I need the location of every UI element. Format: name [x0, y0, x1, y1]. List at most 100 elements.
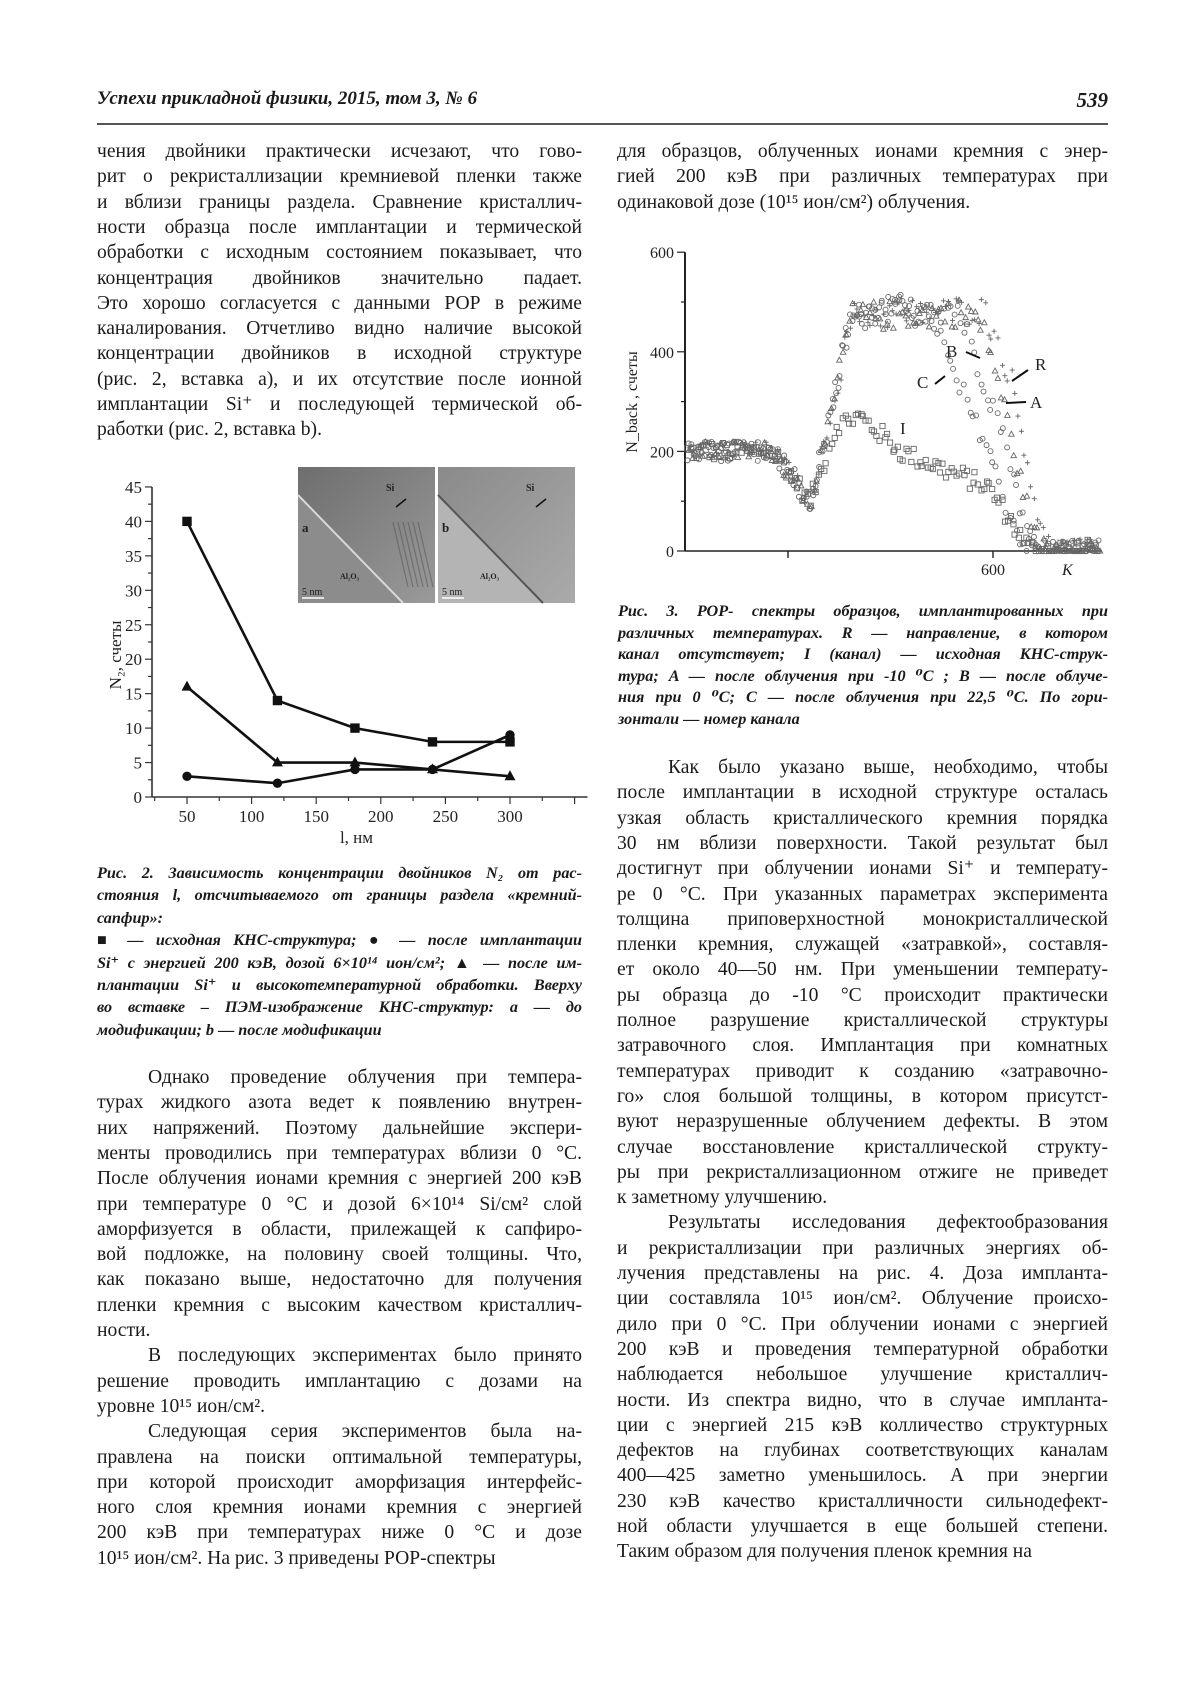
marker-triangle — [771, 457, 779, 464]
marker-plus — [697, 451, 703, 457]
marker-circle — [872, 320, 879, 327]
marker-square — [182, 516, 192, 527]
marker-circle — [897, 291, 904, 298]
marker-plus — [1082, 548, 1088, 554]
marker-triangle — [824, 417, 832, 425]
marker-plus — [903, 318, 909, 324]
marker-plus — [885, 325, 891, 331]
marker-circle — [1013, 527, 1020, 534]
marker-triangle — [808, 502, 816, 510]
marker-plus — [1067, 548, 1073, 554]
marker-square — [899, 457, 906, 464]
marker-circle — [902, 302, 909, 309]
marker-triangle — [1063, 547, 1071, 554]
marker-circle — [937, 327, 944, 334]
marker-triangle — [879, 325, 887, 332]
text-line: тура; A — после облучения при -10 ⁰C ; B… — [618, 666, 1108, 685]
marker-circle — [947, 357, 954, 364]
text-line: гией 200 кэВ при различных температурах … — [617, 166, 1108, 188]
marker-triangle — [994, 374, 1002, 381]
marker-triangle — [964, 303, 972, 310]
marker-triangle — [915, 309, 923, 316]
series-label-I: I — [900, 419, 906, 438]
marker-plus — [1073, 541, 1079, 547]
text-line: ет около 40—50 нм. При уменьшении темпер… — [617, 959, 1108, 981]
twin-stripe — [402, 521, 419, 588]
marker-square — [908, 458, 915, 465]
marker-plus — [835, 390, 841, 396]
marker-circle — [182, 771, 192, 782]
marker-circle — [973, 412, 980, 419]
marker-square — [1007, 512, 1014, 520]
twin-stripe — [412, 521, 429, 588]
text-line: турах жидкого азота ведет к появлению вн… — [97, 1092, 582, 1114]
text-line: дефектов на глубинах соответствующих кан… — [617, 1440, 1108, 1462]
text-line: и рекристаллизации при различных энергия… — [617, 1237, 1108, 1259]
marker-square — [1017, 526, 1024, 534]
marker-triangle — [941, 317, 949, 325]
y-tick-label: 40 — [125, 512, 142, 531]
marker-plus — [995, 335, 1001, 341]
marker-plus — [1088, 537, 1094, 543]
marker-square — [833, 423, 840, 431]
text-line: рит о рекристаллизации кремниевой пленки… — [97, 166, 582, 188]
marker-circle — [847, 311, 853, 318]
text-line: (рис. 2, вставка a), и их отсутствие пос… — [97, 368, 582, 390]
marker-circle — [983, 442, 990, 449]
marker-circle — [888, 310, 895, 317]
marker-plus — [1040, 525, 1046, 531]
marker-plus — [920, 319, 926, 325]
marker-square — [868, 426, 875, 434]
tem-inset-b: b Si Al₂O₃ 5 nm — [437, 467, 575, 604]
marker-triangle — [797, 481, 805, 489]
text-line: вой подложке, на половину своей толщины.… — [97, 1244, 582, 1266]
text-line: различных температурах. R — направление,… — [618, 623, 1108, 642]
marker-triangle — [912, 319, 920, 326]
marker-plus — [1028, 484, 1034, 490]
marker-triangle — [181, 680, 193, 691]
marker-plus — [1012, 390, 1018, 396]
marker-circle — [835, 384, 842, 391]
x-tick-label: 150 — [303, 807, 329, 826]
marker-square — [948, 465, 955, 472]
text-line: модификации; b — после модификации — [97, 1020, 382, 1039]
marker-plus — [713, 450, 719, 456]
figure-3-chart: 0 200 400 600 600 K N_back , счеты BC I RA — [624, 245, 1104, 579]
marker-plus — [745, 450, 751, 456]
y-tick-label: 35 — [125, 547, 142, 566]
marker-square — [894, 443, 901, 450]
marker-triangle — [1033, 523, 1041, 531]
marker-plus — [1090, 542, 1096, 548]
marker-triangle — [1040, 535, 1048, 542]
marker-square — [886, 439, 894, 446]
scale-label: 5 nm — [442, 587, 463, 598]
text-line: полное разрушение кристаллической структ… — [617, 1010, 1108, 1031]
y-tick-label: 5 — [134, 754, 143, 773]
marker-triangle — [745, 452, 753, 460]
marker-circle — [968, 338, 975, 345]
marker-square — [918, 462, 925, 470]
marker-plus — [727, 450, 733, 456]
text-line: к заметному улучшению. — [617, 1187, 828, 1209]
marker-triangle — [834, 373, 842, 381]
marker-circle — [754, 457, 761, 464]
marker-square — [983, 478, 991, 485]
text-line: уровне 10¹⁵ ион/см². — [97, 1395, 266, 1417]
twin-stripe — [407, 521, 424, 588]
marker-plus — [930, 306, 936, 312]
marker-plus — [824, 435, 830, 441]
marker-plus — [1009, 367, 1015, 373]
marker-plus — [887, 303, 893, 309]
series-line — [186, 685, 511, 778]
marker-plus — [848, 325, 854, 331]
marker-triangle — [859, 300, 867, 308]
marker-square — [831, 434, 838, 441]
marker-square — [882, 434, 889, 441]
marker-plus — [707, 440, 713, 446]
y-tick-label: 0 — [666, 544, 674, 561]
marker-square — [865, 417, 872, 424]
marker-circle — [1004, 444, 1011, 451]
marker-circle — [978, 381, 985, 388]
text-line: затравочного слоя. Имплантация при комна… — [617, 1035, 1108, 1057]
text-line: ■ — исходная КНС-структура; ● — после им… — [97, 931, 582, 950]
